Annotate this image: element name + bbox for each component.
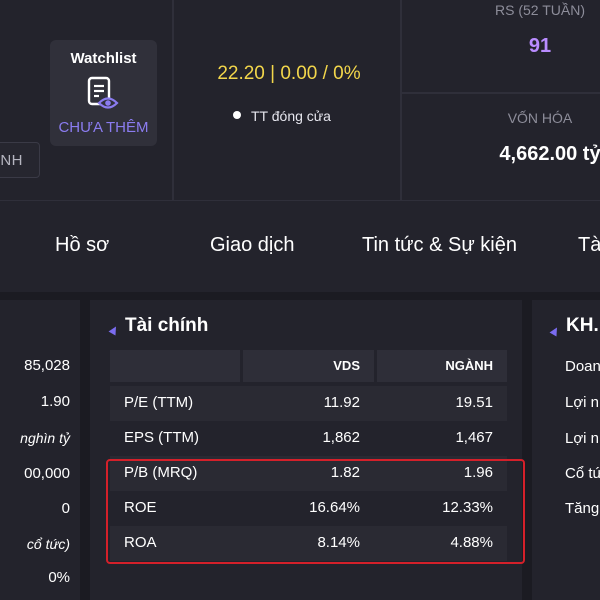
watchlist-title: Watchlist (70, 50, 137, 67)
plan-title: KH.K (566, 315, 600, 336)
vds-value: 11.92 (323, 394, 360, 411)
metric-label: ROA (124, 534, 157, 551)
highlight-box (106, 459, 525, 564)
watchlist-doc-eye-icon (87, 76, 119, 109)
rs-label: RS (52 TUẦN) (495, 2, 585, 18)
tab-bar: Hồ sơ Giao dịch Tin tức & Sự kiện Tà (0, 200, 600, 292)
tab-profile[interactable]: Hồ sơ (55, 234, 110, 256)
industry-value: 4.88% (450, 534, 493, 551)
plan-item: Lợi n (565, 430, 600, 447)
metric-label: EPS (TTM) (124, 429, 199, 446)
metric-label: P/E (TTM) (124, 394, 194, 411)
overview-value: 85,028 (24, 357, 70, 374)
market-status: TT đóng cửa (233, 108, 331, 124)
market-cap-label: VỐN HÓA (507, 110, 573, 126)
table-row: ROE 16.64% 12.33% (110, 491, 507, 526)
industry-value: 1.96 (463, 464, 493, 481)
content-area: 85,028 1.90 nghìn tỷ 00,000 0 cổ tức) 0%… (0, 292, 600, 600)
market-cap-value: 4,662.00 tỷ (499, 143, 600, 165)
divider (172, 0, 174, 200)
table-row: P/E (TTM) 11.92 19.51 (110, 386, 507, 421)
tab-finance[interactable]: Tà (578, 234, 600, 256)
vds-value: 1,862 (322, 429, 360, 446)
rs-value: 91 (528, 35, 552, 57)
plan-item: Tăng (565, 500, 600, 517)
stock-header: NH Watchlist CHƯA THÊM 22.20 | 0.00 / 0%… (0, 0, 600, 200)
industry-value: 19.51 (455, 394, 493, 411)
plan-item: Lợi n (565, 394, 600, 411)
column-header-metric (110, 350, 240, 382)
vds-value: 16.64% (309, 499, 360, 516)
plan-item: Cổ tứ (565, 465, 600, 482)
plan-item: Doan (565, 358, 600, 375)
overview-value: 1.90 (40, 393, 70, 410)
finance-table-header: VDS NGÀNH (110, 350, 507, 382)
vds-value: 8.14% (317, 534, 360, 551)
column-header-industry: NGÀNH (377, 350, 507, 382)
tab-trading[interactable]: Giao dịch (210, 234, 295, 256)
watchlist-status: CHƯA THÊM (58, 119, 149, 136)
overview-panel: 85,028 1.90 nghìn tỷ 00,000 0 cổ tức) 0% (0, 300, 80, 600)
name-tab-button[interactable]: NH (0, 142, 40, 178)
tab-news-events[interactable]: Tin tức & Sự kiện (362, 234, 517, 256)
industry-value: 1,467 (455, 429, 493, 446)
finance-title: Tài chính (125, 315, 209, 336)
price-change: 22.20 | 0.00 / 0% (217, 63, 361, 84)
overview-value: 00,000 (24, 465, 70, 482)
table-row: P/B (MRQ) 1.82 1.96 (110, 456, 507, 491)
watchlist-button[interactable]: Watchlist CHƯA THÊM (50, 40, 157, 146)
market-status-label: TT đóng cửa (251, 108, 331, 124)
table-row: ROA 8.14% 4.88% (110, 526, 507, 561)
name-tab-label: NH (0, 152, 23, 169)
metric-label: ROE (124, 499, 157, 516)
status-dot-icon (233, 111, 241, 119)
overview-unit: cổ tức) (26, 536, 70, 552)
plan-panel (532, 300, 600, 600)
vds-value: 1.82 (330, 464, 360, 481)
divider (400, 0, 402, 200)
industry-value: 12.33% (442, 499, 493, 516)
overview-value: 0% (48, 569, 70, 586)
overview-unit: nghìn tỷ (20, 430, 70, 446)
metric-label: P/B (MRQ) (124, 464, 198, 481)
table-row: EPS (TTM) 1,862 1,467 (110, 421, 507, 456)
divider (402, 92, 600, 94)
column-header-vds: VDS (243, 350, 374, 382)
overview-value: 0 (61, 500, 70, 517)
